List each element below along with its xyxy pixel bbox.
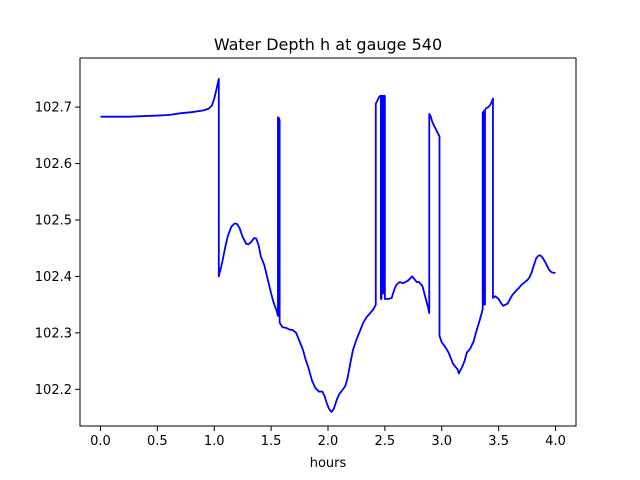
x-tick-label: 1.5 bbox=[261, 434, 282, 449]
plot-area-frame bbox=[79, 57, 577, 427]
series-line bbox=[100, 77, 556, 413]
x-tick-label: 2.0 bbox=[318, 434, 339, 449]
y-tick-label: 102.2 bbox=[35, 383, 72, 398]
series-layer bbox=[100, 77, 556, 413]
x-tick-label: 1.0 bbox=[204, 434, 225, 449]
x-tick-label: 3.0 bbox=[431, 434, 452, 449]
x-tick-label: 0.5 bbox=[147, 434, 168, 449]
x-tick-label: 3.5 bbox=[488, 434, 509, 449]
y-tick-label: 102.7 bbox=[35, 101, 72, 116]
x-tick-label: 2.5 bbox=[375, 434, 396, 449]
x-tick-label: 0.0 bbox=[90, 434, 111, 449]
y-tick-label: 102.4 bbox=[35, 270, 72, 285]
y-tick-label: 102.6 bbox=[35, 157, 72, 172]
x-tick-label: 4.0 bbox=[545, 434, 566, 449]
x-axis-label: hours bbox=[310, 456, 347, 471]
axis-ticks: 0.0 0.5 1.0 1.5 2.0 2.5 3.0 3.5 4.0 102.2 102.3 102… bbox=[35, 101, 566, 449]
y-tick-label: 102.5 bbox=[35, 213, 72, 228]
chart-title: Water Depth h at gauge 540 bbox=[214, 35, 442, 54]
y-tick-label: 102.3 bbox=[35, 326, 72, 341]
